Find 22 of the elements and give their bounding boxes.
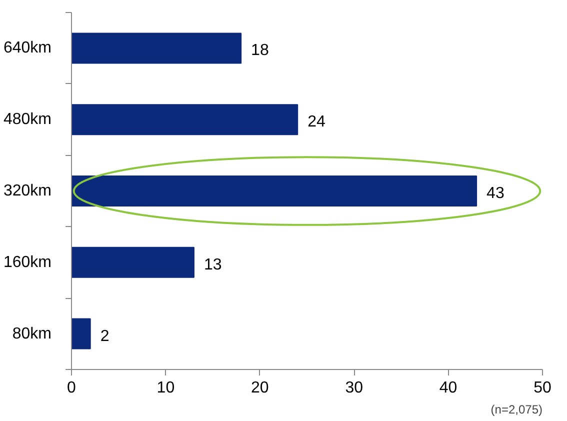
text: (n=2,075) <box>490 402 543 416</box>
x-tick-label: 20 <box>251 380 269 396</box>
y-tick-label: 80km <box>12 325 52 342</box>
data-label: 18 <box>251 42 269 60</box>
bar <box>72 246 194 278</box>
data-label: 13 <box>204 256 222 274</box>
bar <box>72 176 478 206</box>
bar <box>72 32 242 64</box>
bar <box>72 318 91 350</box>
y-tick-label: 640km <box>3 40 52 57</box>
x-tick-label: 0 <box>67 380 76 396</box>
y-tick-label: 480km <box>3 111 52 128</box>
x-tick-label: 50 <box>534 380 552 396</box>
x-tick-label: 10 <box>156 380 175 396</box>
y-tick-label: 320km <box>3 182 52 200</box>
data-label: 24 <box>308 114 326 131</box>
x-tick-label: 30 <box>345 380 364 396</box>
data-label: 43 <box>486 185 504 202</box>
y-tick-label: 160km <box>3 254 52 271</box>
bar <box>72 104 298 136</box>
data-label: 2 <box>100 328 110 345</box>
x-tick-label: 40 <box>439 380 458 396</box>
